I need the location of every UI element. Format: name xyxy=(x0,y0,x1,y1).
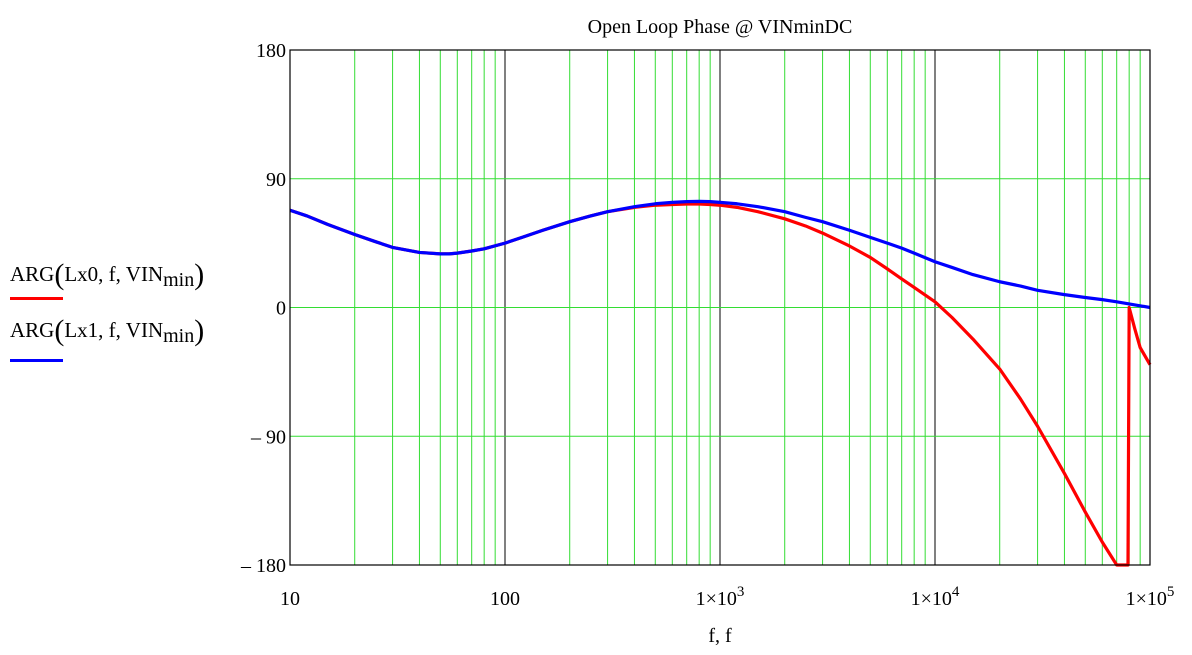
legend-fn: ARG xyxy=(10,262,55,286)
legend-swatch-blue xyxy=(10,359,63,362)
plot-frame xyxy=(289,49,1151,566)
y-tick-label: 90 xyxy=(266,169,286,191)
legend-entry-1: ARG(Lx0, f, VINmin) xyxy=(10,258,205,291)
y-tick-label: 180 xyxy=(256,40,286,62)
x-axis-label: f, f xyxy=(708,625,732,647)
x-tick-labels: 10 100 1×103 1×104 1×105 xyxy=(280,584,1174,610)
y-tick-label: – 90 xyxy=(250,426,286,448)
series-line-2 xyxy=(289,199,1151,310)
legend-sub: min xyxy=(163,325,195,347)
legend-swatch-red xyxy=(10,297,63,300)
chart-title: Open Loop Phase @ VINminDC xyxy=(588,16,853,38)
x-tick-exponent: 3 xyxy=(737,584,745,600)
legend-entry-2: ARG(Lx1, f, VINmin) xyxy=(10,314,205,347)
x-tick-exponent: 5 xyxy=(1167,584,1175,600)
x-tick-label: 1×104 xyxy=(911,584,960,610)
y-tick-labels: 180 90 0 – 90 – 180 xyxy=(240,40,286,577)
x-tick-label: 10 xyxy=(280,588,300,610)
legend-args: Lx1, f, VIN xyxy=(64,318,164,342)
y-tick-label: – 180 xyxy=(240,555,286,577)
x-tick-label: 1×105 xyxy=(1126,584,1175,610)
legend-fn: ARG xyxy=(10,318,55,342)
grid xyxy=(290,50,1150,565)
x-tick-exponent: 4 xyxy=(952,584,960,600)
legend-args: Lx0, f, VIN xyxy=(64,262,164,286)
y-tick-label: 0 xyxy=(276,298,286,320)
x-tick-label: 100 xyxy=(490,588,520,610)
series-group xyxy=(289,199,1152,567)
legend-sub: min xyxy=(163,269,195,291)
x-tick-label: 1×103 xyxy=(696,584,745,610)
